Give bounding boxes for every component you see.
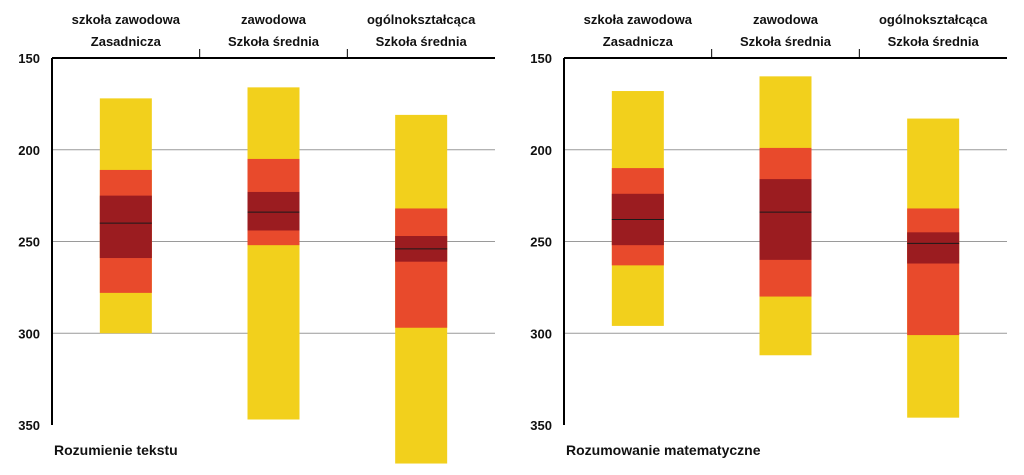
box-outer-band <box>247 87 300 420</box>
category-label-line2: Zasadnicza <box>603 34 674 49</box>
y-tick-label: 300 <box>530 326 552 341</box>
y-tick-label: 350 <box>18 418 40 433</box>
y-tick-label: 300 <box>18 326 40 341</box>
box-inner-band <box>247 191 300 231</box>
chart-panel-reading: 150 200 250 300 350 szkoła zawodowa Zasadnicza… <box>18 12 495 464</box>
category-label-line1: szkoła zawodowa <box>72 12 181 27</box>
y-tick-label: 250 <box>530 235 552 250</box>
chart-title: Rozumowanie matematyczne <box>566 442 761 458</box>
box-inner-band <box>99 195 152 259</box>
box-mid-band <box>907 208 960 336</box>
category-label-line1: ogólnokształcąca <box>879 12 988 27</box>
category-label-line2: Szkoła średnia <box>888 34 980 49</box>
y-tick-label: 250 <box>18 235 40 250</box>
box-3 <box>907 118 960 418</box>
category-label-line2: Szkoła średnia <box>740 34 832 49</box>
y-tick-label: 200 <box>530 143 552 158</box>
box-2 <box>247 87 300 420</box>
category-label-line1: zawodowa <box>753 12 819 27</box>
box-inner-band <box>759 179 812 260</box>
chart-title: Rozumienie tekstu <box>54 442 178 458</box>
category-label-line1: ogólnokształcąca <box>367 12 476 27</box>
y-tick-label: 150 <box>18 51 40 66</box>
y-tick-label: 200 <box>18 143 40 158</box>
category-label-line2: Zasadnicza <box>91 34 162 49</box>
box-mid-band <box>395 208 448 328</box>
category-label-line2: Szkoła średnia <box>228 34 320 49</box>
category-label-line1: szkoła zawodowa <box>584 12 693 27</box>
box-3 <box>395 114 448 464</box>
category-label-line2: Szkoła średnia <box>376 34 468 49</box>
category-label-line1: zawodowa <box>241 12 307 27</box>
y-tick-label: 350 <box>530 418 552 433</box>
box-inner-band <box>907 232 960 264</box>
y-tick-label: 150 <box>530 51 552 66</box>
box-1 <box>611 91 664 326</box>
box-2 <box>759 76 812 356</box>
chart-panel-math: 150 200 250 300 350 szkoła zawodowa Zasadnicza… <box>530 12 1007 458</box>
box-1 <box>99 98 152 334</box>
